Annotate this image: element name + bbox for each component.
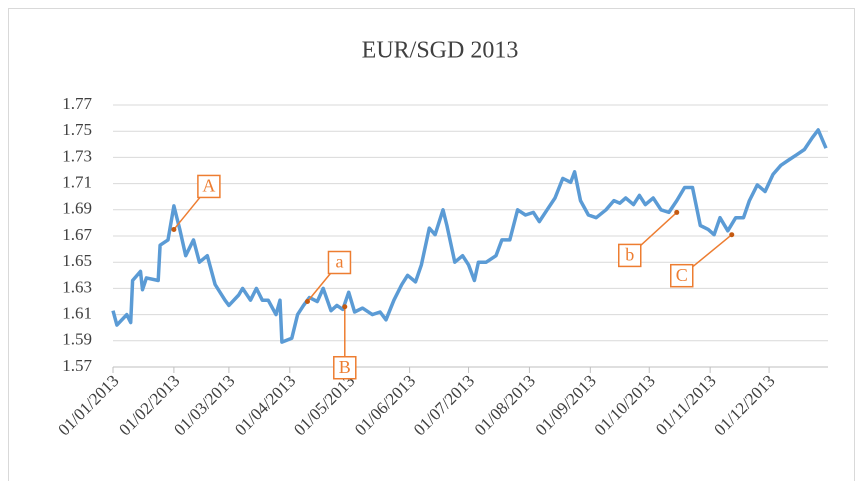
annotation-label: a xyxy=(335,252,343,272)
annotation-point xyxy=(729,232,735,238)
y-tick-label: 1.75 xyxy=(62,120,92,139)
y-tick-label: 1.67 xyxy=(62,225,92,244)
y-tick-label: 1.77 xyxy=(62,94,92,113)
annotation-label: b xyxy=(625,245,634,265)
y-tick-label: 1.59 xyxy=(62,330,92,349)
annotation-point xyxy=(171,226,177,232)
y-tick-label: 1.71 xyxy=(62,173,92,192)
annotation-point xyxy=(304,299,310,304)
annotation-box xyxy=(618,243,642,268)
y-tick-label: 1.65 xyxy=(62,251,92,270)
y-tick-label: 1.57 xyxy=(62,356,92,375)
series-line xyxy=(111,128,828,344)
chart-title: EUR/SGD 2013 xyxy=(362,38,519,64)
annotation-box xyxy=(333,355,357,380)
y-tick-label: 1.73 xyxy=(62,146,92,165)
annotation-label: A xyxy=(202,176,215,196)
chart-border xyxy=(8,8,855,486)
annotation-label: C xyxy=(676,265,688,285)
annotation-point xyxy=(674,209,680,215)
y-tick-label: 1.63 xyxy=(62,277,92,296)
y-tick-label: 1.69 xyxy=(62,199,92,218)
y-tick-label: 1.61 xyxy=(62,304,92,323)
annotation-box xyxy=(327,250,352,275)
annotation-box xyxy=(197,174,221,199)
annotation-box xyxy=(670,263,694,288)
annotation-point xyxy=(342,304,348,310)
annotation-label: B xyxy=(339,357,351,377)
